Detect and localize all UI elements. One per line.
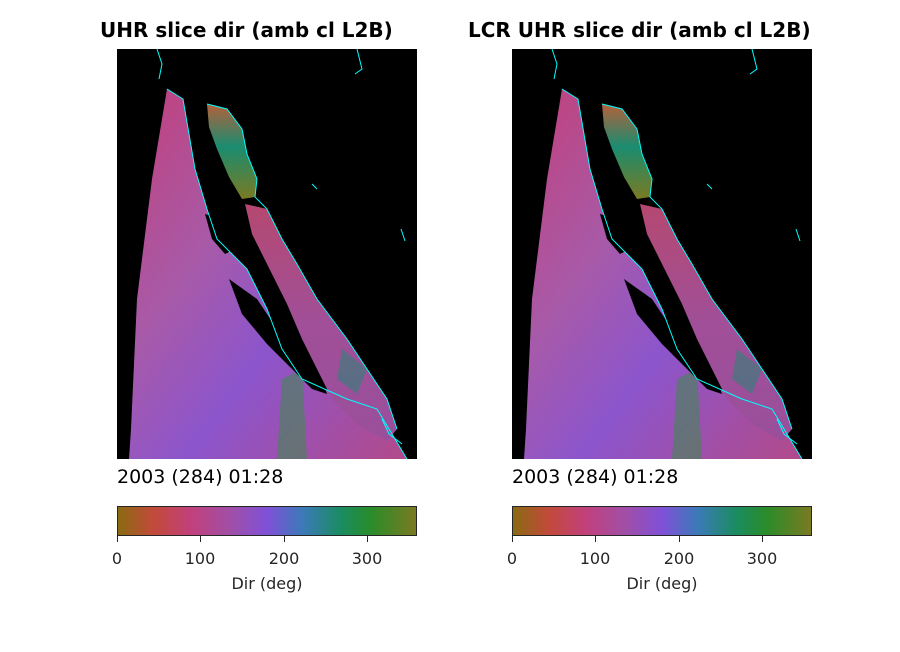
- colorbar-label: Dir (deg): [626, 574, 698, 593]
- coastline: [561, 88, 803, 459]
- colorbar: [117, 506, 417, 536]
- north-inlet-region: [207, 104, 257, 199]
- panel-title: UHR slice dir (amb cl L2B): [100, 18, 393, 42]
- colorbar-tick-label: 200: [268, 549, 300, 568]
- date-label: 2003 (284) 01:28: [117, 466, 284, 488]
- colorbar-ticks: [117, 536, 417, 544]
- colorbar-tick-label: 0: [506, 549, 518, 568]
- colorbar: [512, 506, 812, 536]
- wind-direction-map: [512, 49, 812, 459]
- colorbar-ticks: [512, 536, 812, 544]
- colorbar-tick-label: 100: [184, 549, 216, 568]
- north-inlet-region: [602, 104, 652, 199]
- colorbar-tick-label: 200: [663, 549, 695, 568]
- date-label: 2003 (284) 01:28: [512, 466, 679, 488]
- left-panel: UHR slice dir (amb cl L2B): [100, 0, 430, 652]
- right-panel: LCR UHR slice dir (amb cl L2B) 2003 (284…: [468, 0, 825, 652]
- colorbar-tick-label: 300: [746, 549, 778, 568]
- colorbar-tick-label: 0: [111, 549, 123, 568]
- colorbar-tick-label: 300: [351, 549, 383, 568]
- coastline: [166, 88, 408, 459]
- panel-title: LCR UHR slice dir (amb cl L2B): [468, 18, 811, 42]
- colorbar-label: Dir (deg): [231, 574, 303, 593]
- colorbar-tick-label: 100: [579, 549, 611, 568]
- wind-direction-map: [117, 49, 417, 459]
